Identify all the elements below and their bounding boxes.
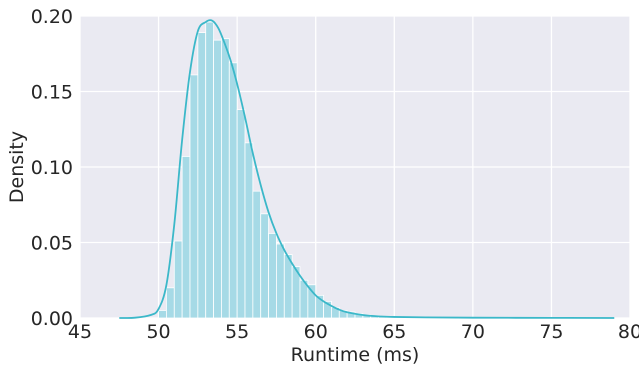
- x-tick-label: 60: [304, 321, 328, 343]
- histogram-bar: [221, 38, 230, 319]
- x-tick-label: 80: [618, 321, 639, 343]
- histogram-bar: [189, 74, 199, 319]
- x-tick-label: 45: [68, 321, 92, 343]
- kde-curve: [119, 19, 615, 319]
- histogram-bar: [205, 21, 214, 319]
- y-tick-label: 0.05: [31, 233, 73, 255]
- x-tick-label: 50: [146, 321, 170, 343]
- histogram-bar: [158, 310, 167, 319]
- histogram-bars: [158, 21, 387, 319]
- histogram-bar: [236, 109, 246, 319]
- x-tick-labels: 45 50 55 60 65 70 75 80: [68, 321, 639, 343]
- y-tick-label: 0.00: [31, 308, 73, 330]
- x-tick-label: 55: [225, 321, 249, 343]
- histogram-bar: [268, 233, 277, 319]
- histogram-bar: [228, 62, 238, 319]
- x-axis-label: Runtime (ms): [291, 344, 420, 366]
- histogram-bar: [166, 287, 175, 319]
- y-tick-label: 0.20: [31, 6, 73, 28]
- y-tick-label: 0.10: [31, 157, 73, 179]
- y-axis-label: Density: [6, 131, 28, 203]
- y-tick-labels: 0.00 0.05 0.10 0.15 0.20: [31, 6, 73, 330]
- histogram-bar: [276, 243, 285, 319]
- histogram-bar: [197, 32, 207, 319]
- x-tick-label: 65: [382, 321, 406, 343]
- histogram-bar: [252, 190, 262, 319]
- histogram-bar: [213, 39, 222, 319]
- histogram-bar: [283, 254, 293, 319]
- x-tick-label: 70: [461, 321, 485, 343]
- x-tick-label: 75: [539, 321, 563, 343]
- histogram-bar: [181, 156, 191, 319]
- histogram-bar: [173, 240, 183, 319]
- y-tick-label: 0.15: [31, 82, 73, 104]
- histogram-bar: [260, 213, 269, 319]
- histogram-bar: [244, 142, 254, 319]
